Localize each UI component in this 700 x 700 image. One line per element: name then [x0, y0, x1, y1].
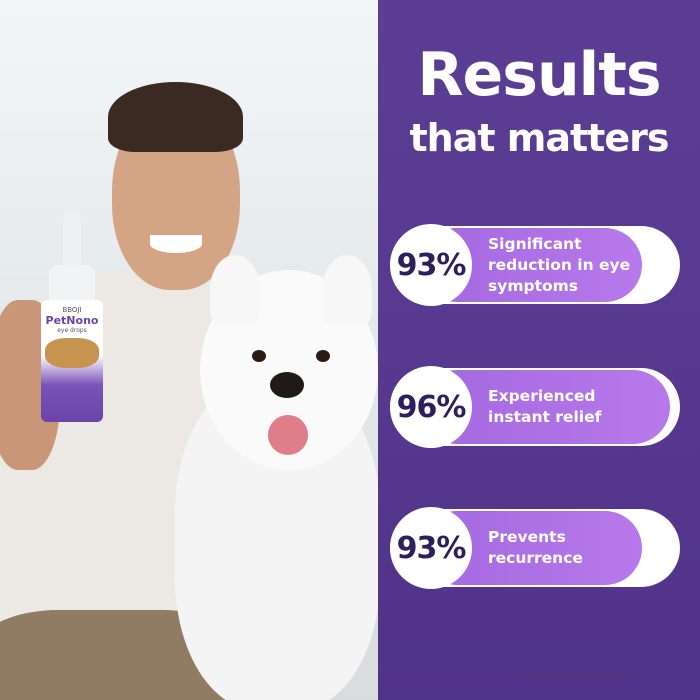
dog-ear-left: [210, 255, 260, 325]
dog-tongue: [268, 415, 308, 455]
bottle-subtitle: eye drops: [57, 327, 87, 334]
heading-line2: that matters: [409, 116, 670, 160]
man-hair: [108, 82, 243, 152]
product-photo: BBOJI PetNono eye drops: [0, 0, 378, 700]
dog-nose: [270, 372, 304, 398]
results-panel: Results that matters 93% Significant red…: [378, 0, 700, 700]
bottle-name: PetNono: [45, 314, 99, 327]
stat-value: 93%: [390, 507, 472, 589]
dog-ear-right: [322, 255, 372, 325]
bottle: BBOJI PetNono eye drops: [41, 210, 103, 422]
stat-item: 96% Experienced instant relief: [390, 366, 680, 448]
bottle-brand: BBOJI: [62, 306, 82, 314]
stat-label: Significant reduction in eye symptoms: [488, 234, 631, 295]
man-smile: [150, 235, 202, 253]
dog-eye: [316, 350, 330, 362]
stat-item: 93% Significant reduction in eye symptom…: [390, 224, 680, 306]
stat-label: Prevents recurrence: [488, 528, 583, 567]
heading-line1: Results: [417, 40, 661, 110]
stat-item: 93% Prevents recurrence: [390, 507, 680, 589]
stat-label: Experienced instant relief: [488, 387, 602, 426]
dog-eye: [252, 350, 266, 362]
stat-value: 96%: [390, 366, 472, 448]
stat-value: 93%: [390, 224, 472, 306]
